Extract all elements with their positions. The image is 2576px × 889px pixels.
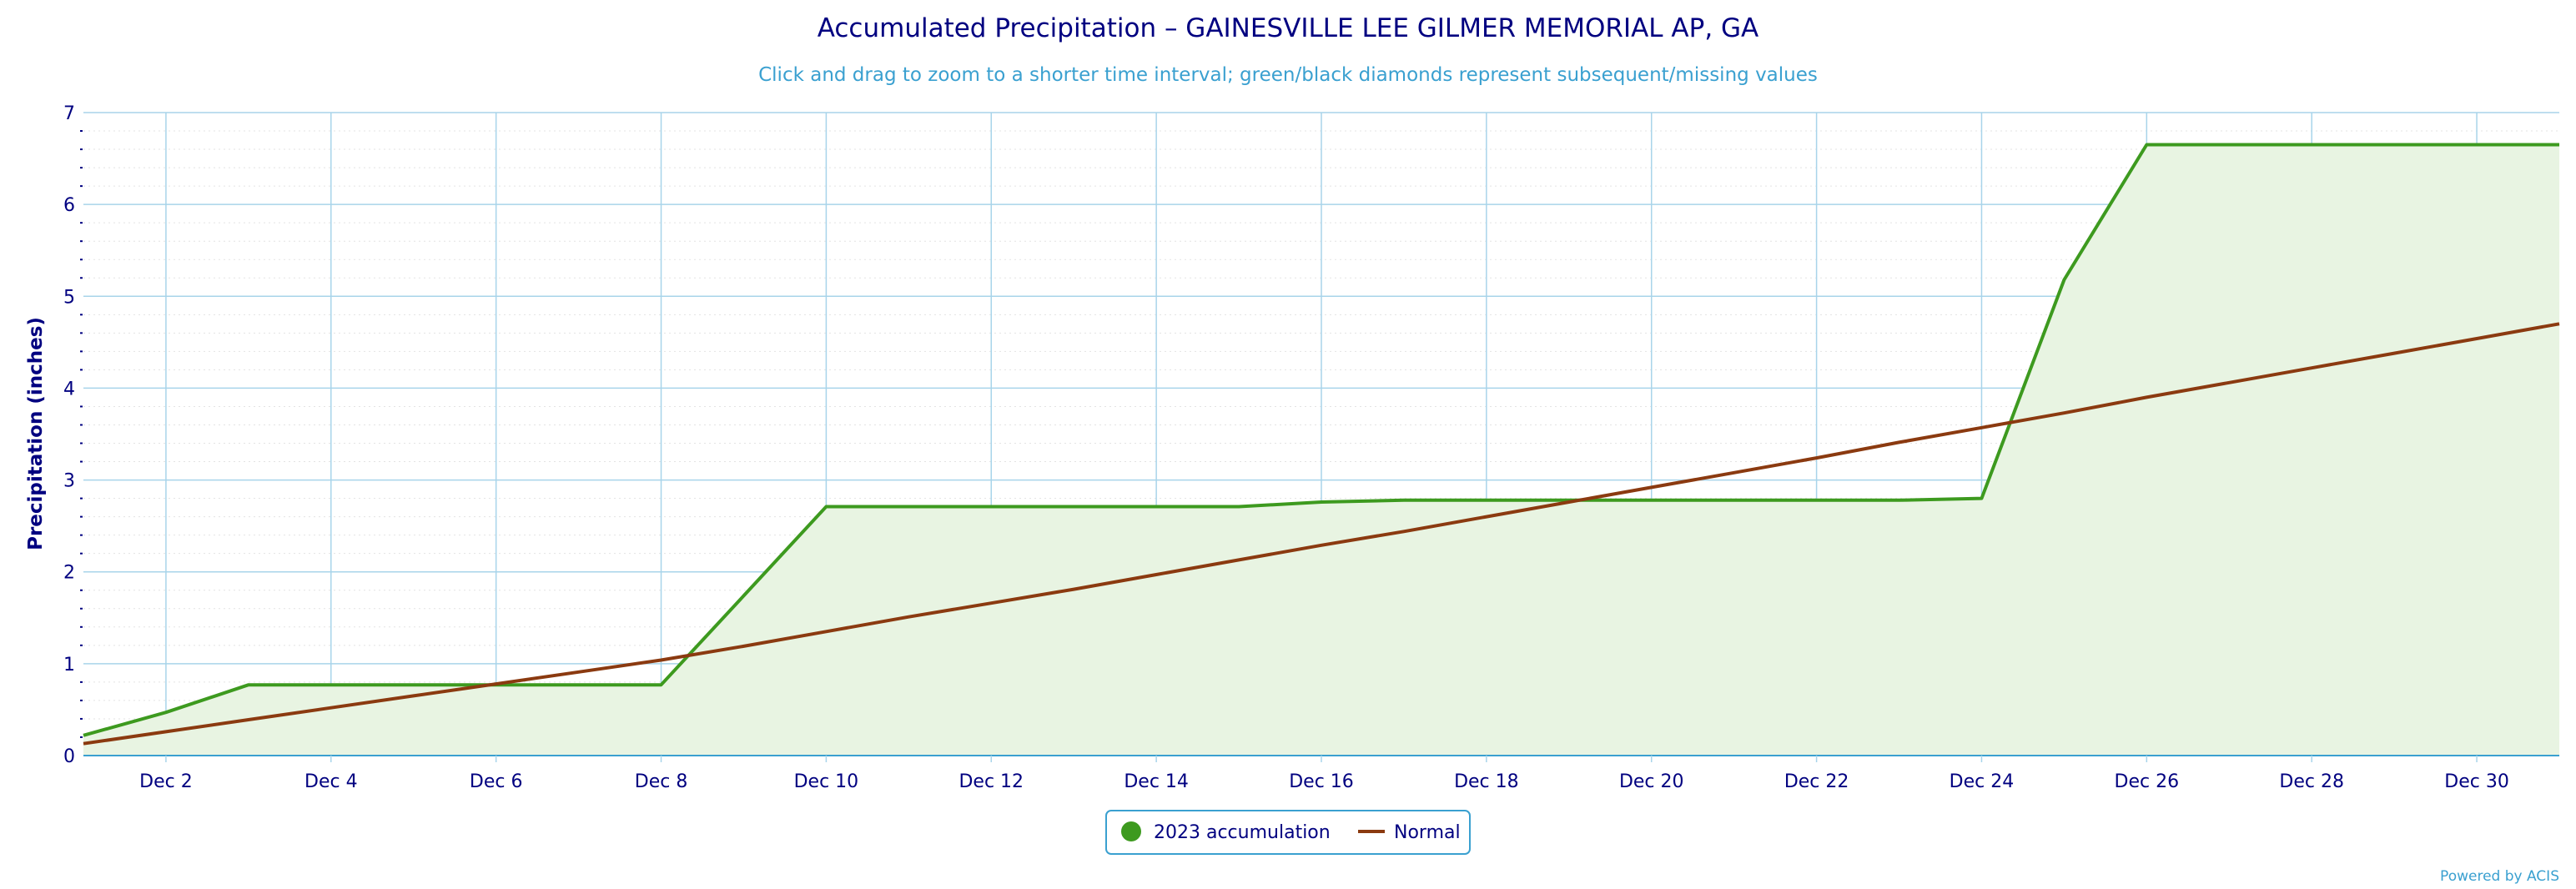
x-tick-label: Dec 6 (470, 771, 523, 792)
legend-box (1105, 810, 1471, 855)
legend-item-normal[interactable]: Normal (1358, 822, 1461, 843)
x-tick-label: Dec 12 (958, 771, 1024, 792)
x-tick-label: Dec 2 (139, 771, 193, 792)
legend-label-normal: Normal (1394, 822, 1461, 843)
x-tick-label: Dec 18 (1454, 771, 1519, 792)
x-tick-label: Dec 22 (1784, 771, 1849, 792)
x-tick-label: Dec 4 (304, 771, 358, 792)
y-axis-title: Precipitation (inches) (25, 317, 47, 550)
x-tick-label: Dec 10 (794, 771, 859, 792)
x-tick-label: Dec 8 (635, 771, 688, 792)
chart-title: Accumulated Precipitation – GAINESVILLE … (818, 13, 1759, 43)
y-tick-label: 0 (63, 746, 75, 767)
chart-subtitle: Click and drag to zoom to a shorter time… (758, 64, 1818, 86)
y-tick-label: 6 (63, 195, 75, 216)
x-tick-label: Dec 30 (2444, 771, 2509, 792)
x-axis-ticks: Dec 2 Dec 4 Dec 6 Dec 8 Dec 10 Dec 12 Dec 14 De… (139, 756, 2509, 792)
series-layer (83, 143, 2560, 756)
legend-marker-accumulation (1121, 821, 1141, 841)
x-tick-label: Dec 28 (2279, 771, 2344, 792)
x-tick-label: Dec 14 (1124, 771, 1189, 792)
x-tick-label: Dec 26 (2115, 771, 2180, 792)
legend[interactable]: 2023 accumulation Normal (1105, 810, 1471, 855)
series-line-normal (83, 322, 2560, 746)
legend-item-accumulation[interactable]: 2023 accumulation (1121, 821, 1331, 843)
y-axis-ticks: 0 1 2 3 4 5 6 7 (63, 103, 83, 767)
y-tick-label: 1 (63, 655, 75, 676)
y-tick-label: 4 (63, 379, 75, 399)
y-tick-label: 7 (63, 103, 75, 124)
x-tick-label: Dec 24 (1950, 771, 2015, 792)
y-tick-label: 2 (63, 563, 75, 584)
series-area-accumulation (83, 144, 2559, 756)
y-tick-label: 3 (63, 471, 75, 492)
y-tick-label: 5 (63, 287, 75, 308)
x-tick-label: Dec 20 (1619, 771, 1684, 792)
credit-link[interactable]: Powered by ACIS (2440, 868, 2559, 885)
x-tick-label: Dec 16 (1289, 771, 1354, 792)
legend-label-accumulation: 2023 accumulation (1154, 822, 1331, 843)
